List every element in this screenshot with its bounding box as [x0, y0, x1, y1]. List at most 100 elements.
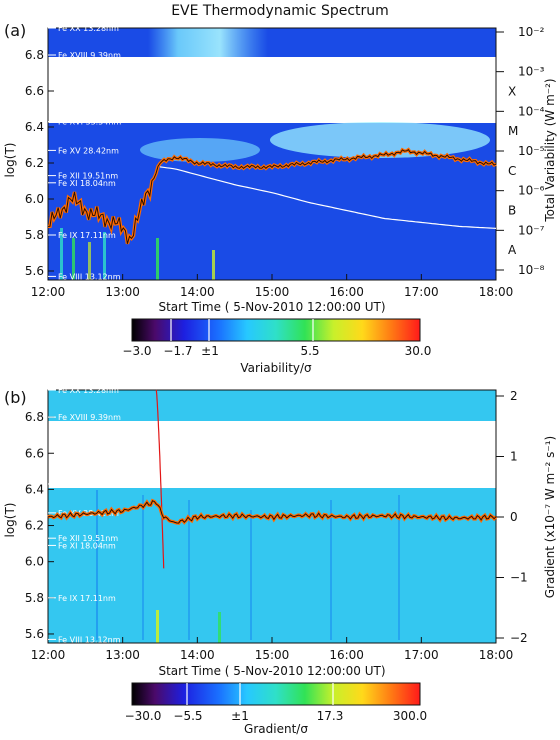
- right-tick-label: 10⁻⁴: [518, 104, 545, 118]
- panel-a-streak-1: [60, 228, 63, 280]
- panel-b-colorbar-ticks: −30.0 −5.5 ±1 17.3 300.0: [125, 709, 428, 723]
- ion-label: Fe XVIII 9.39nm: [58, 413, 121, 422]
- panel-b: (b) log(T) 6.86.66.46.26.05.85.6 12:00 13…: [3, 386, 557, 736]
- x-tick-label: 14:00: [180, 285, 215, 299]
- ion-label: Fe XII 19.51nm: [58, 534, 118, 543]
- colorbar-tick-label: 17.3: [317, 709, 344, 723]
- ion-label: Fe XI 18.04nm: [58, 541, 116, 550]
- panel-b-right-axis: 2 1 0 −1 −2: [495, 389, 528, 645]
- right-tick-label: −2: [510, 631, 528, 645]
- panel-b-right-label: Gradient (x10⁻⁷ W m⁻² s⁻¹): [543, 436, 557, 598]
- y-tick-label: 6.4: [25, 482, 44, 496]
- y-tick-label: 6.2: [25, 156, 44, 170]
- panel-b-streak-4: [250, 510, 252, 640]
- panel-a-ylabel: log(T): [3, 143, 17, 178]
- panel-b-band-top: [48, 390, 496, 421]
- x-tick-label: 18:00: [479, 648, 514, 662]
- colorbar-tick-label: 300.0: [393, 709, 427, 723]
- colorbar-tick-label: 5.5: [300, 344, 319, 358]
- panel-a-plot-area: [47, 27, 497, 281]
- panel-b-streak-7: [156, 610, 159, 643]
- ion-label: Fe XII 19.51nm: [58, 172, 118, 181]
- x-tick-label: 16:00: [329, 648, 364, 662]
- ion-label: Fe XVIII 9.39nm: [58, 51, 121, 60]
- panel-a-colorbar-label: Variability/σ: [240, 361, 312, 375]
- panel-b-colorbar-label: Gradient/σ: [244, 722, 308, 736]
- x-tick-label: 18:00: [479, 285, 514, 299]
- panel-b-colorbar: [131, 682, 421, 706]
- x-tick-label: 12:00: [31, 648, 66, 662]
- ion-label: Fe XX 13.28nm: [58, 386, 119, 395]
- panel-b-plot-area: [47, 389, 497, 644]
- y-tick-label: 6.0: [25, 555, 44, 569]
- panel-b-gradient-spike: [155, 389, 165, 569]
- x-tick-label: 14:00: [180, 648, 215, 662]
- panel-b-xlabel: Start Time ( 5-Nov-2010 12:00:00 UT): [158, 664, 385, 678]
- goes-class-label: X: [508, 85, 516, 99]
- ion-label: Fe XV 28.42nm: [58, 146, 119, 155]
- panel-b-letter: (b): [4, 388, 27, 407]
- goes-class-label: B: [508, 204, 516, 218]
- x-tick-label: 13:00: [105, 285, 140, 299]
- panel-b-streak-2: [142, 495, 144, 640]
- x-tick-label: 13:00: [105, 648, 140, 662]
- x-tick-label: 16:00: [329, 285, 364, 299]
- panel-a-glow-top: [148, 28, 268, 57]
- y-tick-label: 6.8: [25, 410, 44, 424]
- ion-label: Fe XVI 33.54nm: [58, 480, 121, 489]
- right-tick-label: 1: [510, 450, 518, 464]
- y-tick-label: 6.8: [25, 48, 44, 62]
- y-tick-label: 5.6: [25, 627, 44, 641]
- panel-a-colorbar-ticks: −3.0 −1.7 ±1 5.5 30.0: [122, 344, 431, 358]
- colorbar-tick-label: −1.7: [163, 344, 192, 358]
- panel-a-band-top: [48, 28, 496, 57]
- panel-a-glow-mid: [270, 122, 490, 158]
- ion-label: Fe VIII 13.12nm: [58, 635, 121, 644]
- panel-a-xlabel: Start Time ( 5-Nov-2010 12:00:00 UT): [158, 300, 385, 314]
- panel-a-colorbar: [131, 318, 421, 342]
- colorbar-tick-label: ±1: [231, 709, 249, 723]
- right-tick-label: 2: [510, 389, 518, 403]
- panel-a-streak-5: [156, 238, 159, 280]
- panel-a-glow-low: [140, 138, 260, 162]
- colorbar-tick-label: ±1: [201, 344, 219, 358]
- right-tick-label: 0: [510, 510, 518, 524]
- panel-a-streak-6: [212, 250, 215, 280]
- panel-b-gradient-line: [47, 500, 497, 524]
- x-tick-label: 17:00: [404, 648, 439, 662]
- goes-class-label: C: [508, 164, 516, 178]
- y-tick-label: 5.6: [25, 264, 44, 278]
- colorbar-tick-label: −5.5: [173, 709, 202, 723]
- panel-b-streak-6: [398, 495, 400, 640]
- x-tick-label: 15:00: [255, 285, 290, 299]
- panel-a-letter: (a): [4, 21, 26, 40]
- x-tick-label: 12:00: [31, 285, 66, 299]
- y-tick-label: 6.4: [25, 120, 44, 134]
- panel-b-streak-1: [96, 490, 98, 640]
- ion-label: Fe XVI 33.54nm: [58, 118, 121, 127]
- panel-b-ylabel: log(T): [3, 503, 17, 538]
- figure-title: EVE Thermodynamic Spectrum: [171, 3, 389, 19]
- right-tick-label: 10⁻³: [518, 65, 545, 79]
- goes-class-label: A: [508, 243, 517, 257]
- y-tick-label: 6.6: [25, 446, 44, 460]
- right-tick-label: 10⁻⁶: [518, 184, 545, 198]
- x-tick-label: 17:00: [404, 285, 439, 299]
- panel-b-streak-3: [188, 500, 190, 640]
- right-tick-label: 10⁻⁵: [518, 144, 545, 158]
- right-tick-label: 10⁻²: [518, 25, 545, 39]
- panel-a-variability-line: [47, 149, 497, 244]
- y-tick-label: 6.6: [25, 84, 44, 98]
- panel-a-streak-4: [103, 232, 106, 280]
- x-tick-label: 15:00: [255, 648, 290, 662]
- colorbar-tick-label: −30.0: [125, 709, 162, 723]
- panel-a-y-ticks: 6.8 6.6 6.4 6.2 6.0 5.8 5.6: [25, 48, 54, 278]
- ion-label: Fe IX 17.11nm: [58, 231, 116, 240]
- ion-label: Fe XI 18.04nm: [58, 179, 116, 188]
- panel-b-streak-5: [330, 500, 332, 640]
- ion-label: Fe VIII 13.12nm: [58, 272, 121, 281]
- right-tick-label: 10⁻⁸: [518, 263, 545, 277]
- panel-a-streak-3: [88, 242, 91, 280]
- y-tick-label: 6.0: [25, 192, 44, 206]
